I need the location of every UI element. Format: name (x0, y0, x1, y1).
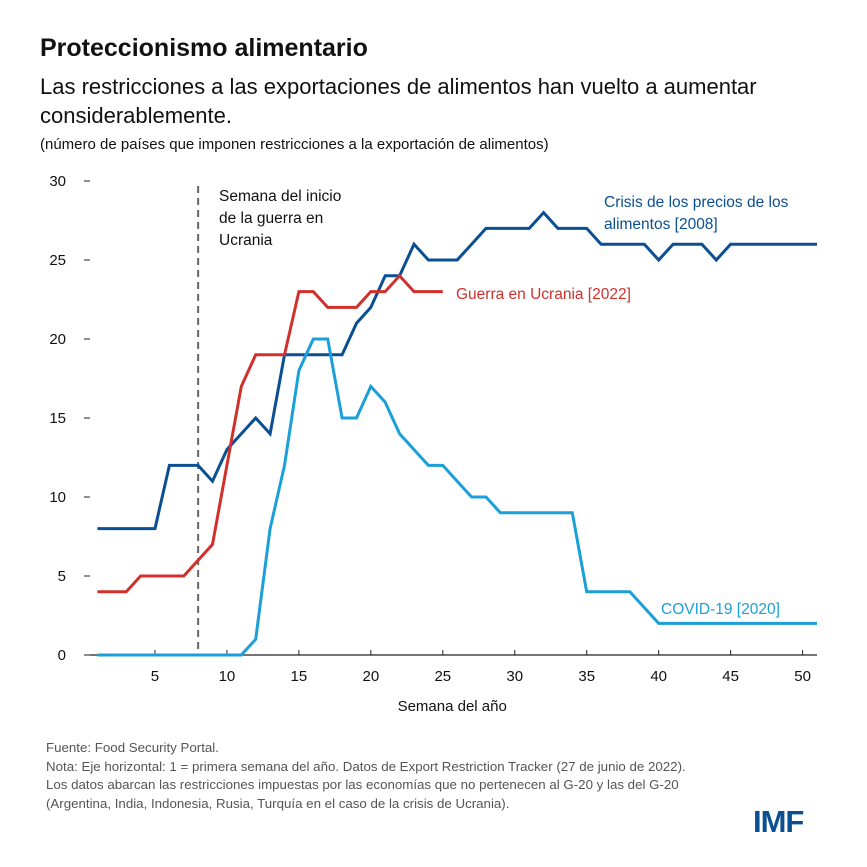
annotation-text: Semana del inicio (219, 188, 341, 205)
chart-title: Proteccionismo alimentario (40, 34, 368, 62)
x-tick-label: 5 (151, 668, 159, 685)
x-tick-label: 40 (650, 668, 667, 685)
y-tick-label: 0 (58, 647, 66, 664)
y-tick-label: 20 (49, 331, 66, 348)
note-line-1: Nota: Eje horizontal: 1 = primera semana… (46, 758, 686, 774)
x-tick-label: 10 (219, 668, 236, 685)
y-tick-label: 25 (49, 252, 66, 269)
x-tick-label: 20 (363, 668, 380, 685)
imf-logo: IMF (753, 804, 804, 839)
series-label: COVID-19 [2020] (661, 601, 780, 618)
chart-subtitle: Las restricciones a las exportaciones de… (40, 74, 757, 128)
annotation-text: Ucrania (219, 232, 273, 249)
y-tick-label: 15 (49, 410, 66, 427)
note-line-2: Los datos abarcan las restricciones impu… (46, 777, 679, 792)
x-tick-label: 50 (794, 668, 811, 685)
x-tick-label: 30 (506, 668, 523, 685)
x-tick-label: 15 (291, 668, 308, 685)
chart-notes: Fuente: Food Security Portal. Nota: Eje … (46, 739, 686, 813)
y-tick-label: 30 (49, 173, 66, 190)
x-axis-label: Semana del año (398, 698, 507, 715)
y-tick-label: 10 (49, 489, 66, 506)
source-note: Fuente: Food Security Portal. (46, 740, 219, 755)
x-tick-label: 45 (722, 668, 739, 685)
y-tick-label: 5 (58, 568, 66, 585)
note-line-3: (Argentina, India, Indonesia, Rusia, Tur… (46, 795, 510, 811)
x-tick-label: 35 (578, 668, 595, 685)
series-label: alimentos [2008] (604, 216, 718, 233)
series-label: Guerra en Ucrania [2022] (456, 286, 631, 303)
x-tick-label: 25 (434, 668, 451, 685)
chart-units: (número de países que imponen restriccio… (40, 136, 549, 153)
series-label: Crisis de los precios de los (604, 194, 789, 211)
annotation-text: de la guerra en (219, 210, 323, 227)
